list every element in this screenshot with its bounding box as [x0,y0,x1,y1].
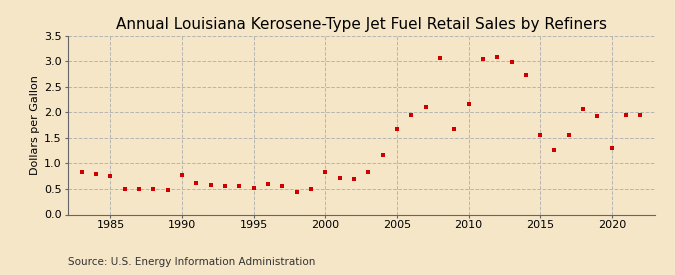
Title: Annual Louisiana Kerosene-Type Jet Fuel Retail Sales by Refiners: Annual Louisiana Kerosene-Type Jet Fuel … [115,17,607,32]
Text: Source: U.S. Energy Information Administration: Source: U.S. Energy Information Administ… [68,257,315,267]
Y-axis label: Dollars per Gallon: Dollars per Gallon [30,75,40,175]
